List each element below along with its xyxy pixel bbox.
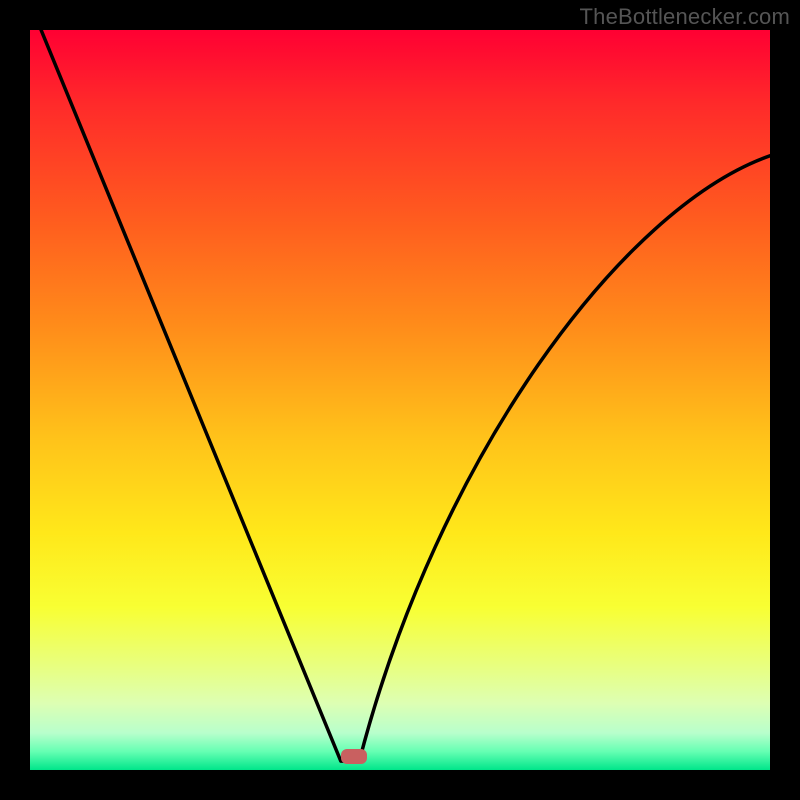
chart-frame: TheBottlenecker.com — [0, 0, 800, 800]
minimum-marker — [341, 749, 368, 764]
watermark-text: TheBottlenecker.com — [580, 4, 790, 30]
bottleneck-curve — [41, 30, 770, 761]
curve-svg — [30, 30, 770, 770]
plot-area — [30, 30, 770, 770]
